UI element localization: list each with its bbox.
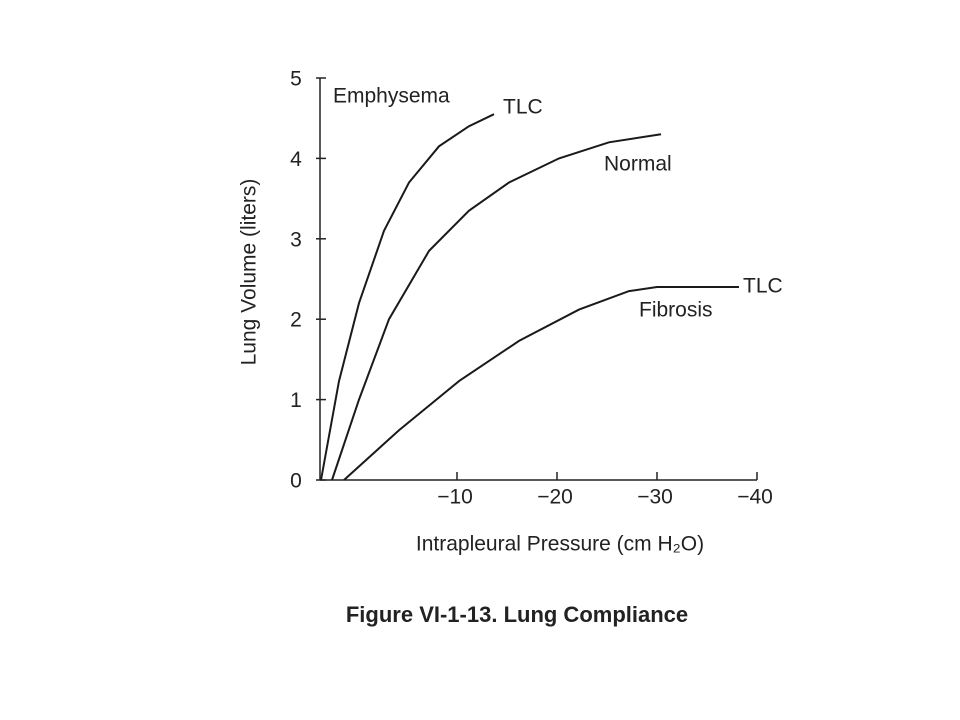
curve (331, 133, 662, 481)
y-tick-label: 5 (290, 68, 302, 91)
y-tick-label: 0 (290, 470, 302, 493)
y-tick-label: 1 (290, 389, 302, 412)
x-tick-label: −10 (437, 486, 473, 509)
x-tick-label: −30 (637, 486, 673, 509)
curve-label: Fibrosis (639, 299, 713, 322)
x-axis-title: Intrapleural Pressure (cm H₂O) (416, 533, 704, 556)
curve-label: Emphysema (333, 85, 450, 108)
y-axis-title: Lung Volume (liters) (238, 179, 261, 366)
y-tick-label: 2 (290, 309, 302, 332)
y-tick-label: 3 (290, 228, 302, 251)
end-label: TLC (743, 275, 783, 298)
end-label: TLC (503, 96, 543, 119)
x-tick-label: −20 (537, 486, 573, 509)
curve-label: Normal (604, 153, 672, 176)
x-tick-label: −40 (737, 486, 773, 509)
caption: Figure VI-1-13. Lung Compliance (346, 602, 688, 627)
y-tick-label: 4 (290, 148, 302, 171)
curve (343, 286, 739, 481)
curve (320, 113, 495, 481)
